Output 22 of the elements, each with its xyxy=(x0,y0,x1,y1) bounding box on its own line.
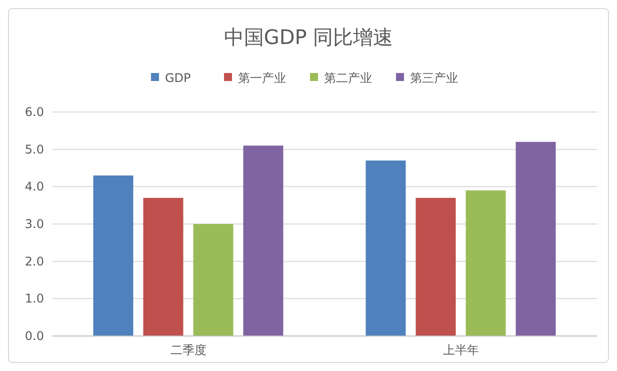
y-tick-label: 0.0 xyxy=(24,329,44,343)
legend-label: 第一产业 xyxy=(238,71,286,85)
y-tick-label: 2.0 xyxy=(24,254,44,268)
x-tick-label: 上半年 xyxy=(442,343,479,357)
bar xyxy=(366,160,406,336)
bar xyxy=(516,142,556,336)
bar xyxy=(193,224,234,336)
x-tick-label: 二季度 xyxy=(170,343,206,357)
y-tick-label: 3.0 xyxy=(24,217,44,231)
y-tick-label: 4.0 xyxy=(24,180,44,194)
bar xyxy=(143,198,184,336)
y-tick-label: 6.0 xyxy=(24,105,44,119)
bar xyxy=(93,175,134,336)
chart-title: 中国GDP 同比增速 xyxy=(224,25,394,49)
legend-label: GDP xyxy=(165,71,191,85)
legend-label: 第二产业 xyxy=(324,71,372,85)
y-tick-label: 1.0 xyxy=(24,292,44,306)
y-tick-label: 5.0 xyxy=(24,142,44,156)
bar xyxy=(466,190,506,336)
legend-label: 第三产业 xyxy=(410,71,458,85)
bar xyxy=(243,146,284,336)
bar xyxy=(416,198,456,336)
